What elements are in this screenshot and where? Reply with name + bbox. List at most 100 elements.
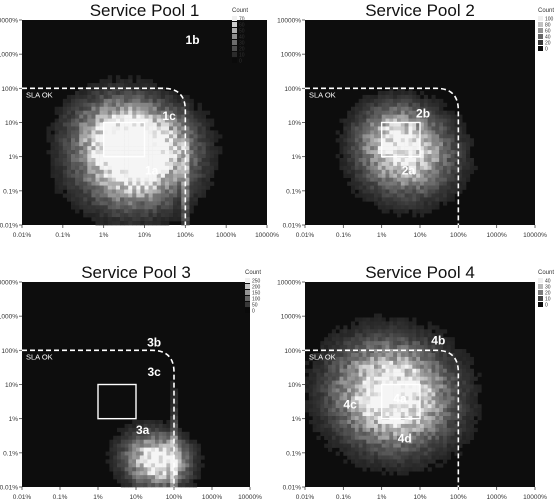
heatmap-cell: [400, 408, 405, 413]
heatmap-cell: [381, 352, 386, 358]
heatmap-cell: [347, 408, 352, 413]
heatmap-cell: [454, 126, 459, 131]
heatmap-cell: [177, 431, 182, 437]
heatmap-cell: [177, 110, 182, 115]
heatmap-cell: [316, 416, 321, 421]
highlight-box: [380, 383, 421, 420]
heatmap-cell: [115, 209, 121, 214]
heatmap-cell: [320, 372, 325, 377]
legend-swatch: [245, 278, 250, 283]
heatmap-cell: [205, 185, 211, 190]
heatmap-cell: [201, 130, 207, 135]
heatmap-cell: [339, 400, 344, 405]
heatmap-cell: [397, 380, 402, 385]
heatmap-cell: [103, 90, 109, 96]
heatmap-cell: [466, 408, 471, 413]
heatmap-cell: [381, 161, 386, 167]
heatmap-cell: [416, 459, 421, 464]
heatmap-cell: [347, 435, 352, 440]
heatmap-cell: [389, 396, 394, 401]
heatmap-cell: [458, 443, 463, 448]
heatmap-cell: [75, 197, 80, 202]
heatmap-cell: [443, 181, 448, 186]
heatmap-cell: [151, 471, 156, 476]
heatmap-cell: [423, 106, 428, 111]
heatmap-cell: [443, 447, 448, 452]
heatmap-cell: [381, 209, 386, 214]
heatmap-cell: [458, 439, 463, 444]
heatmap-cell: [420, 173, 425, 178]
heatmap-cell: [454, 384, 459, 389]
heatmap-cell: [331, 364, 336, 370]
heatmap-cell: [458, 380, 463, 385]
heatmap-cell: [435, 118, 440, 123]
heatmap-cell: [91, 189, 96, 194]
heatmap-cell: [462, 368, 467, 373]
x-tick-label: 0.1%: [336, 232, 351, 239]
heatmap-cell: [362, 185, 367, 190]
heatmap-cell: [140, 106, 145, 111]
heatmap-cell: [385, 98, 390, 104]
heatmap-cell: [155, 423, 160, 429]
heatmap-cell: [393, 431, 398, 437]
heatmap-cell: [412, 173, 417, 178]
heatmap-cell: [50, 173, 55, 178]
heatmap-cell: [416, 463, 421, 468]
heatmap-cell: [420, 376, 425, 381]
heatmap-cell: [431, 459, 436, 464]
heatmap-cell: [160, 177, 166, 182]
heatmap-cell: [95, 217, 100, 222]
heatmap-cell: [420, 372, 425, 377]
heatmap-cell: [335, 400, 340, 405]
heatmap-cell: [443, 439, 448, 444]
x-tick-label: 1%: [377, 494, 387, 500]
heatmap-cell: [71, 98, 76, 104]
heatmap-cell: [435, 352, 440, 358]
heatmap-cell: [435, 416, 440, 421]
heatmap-cell: [466, 360, 471, 366]
heatmap-cell: [140, 181, 145, 186]
heatmap-cell: [358, 102, 363, 108]
heatmap-cell: [193, 189, 198, 194]
heatmap-cell: [120, 110, 125, 115]
heatmap-cell: [197, 173, 202, 178]
heatmap-cell: [331, 435, 336, 440]
heatmap-cell: [397, 364, 402, 370]
heatmap-cell: [351, 134, 356, 139]
heatmap-cell: [404, 408, 409, 413]
heatmap-cell: [79, 130, 84, 135]
heatmap-cell: [443, 177, 448, 182]
heatmap-cell: [144, 217, 149, 222]
heatmap-cell: [143, 467, 148, 472]
heatmap-cell: [91, 87, 96, 92]
heatmap-cell: [196, 467, 201, 472]
heatmap-cell: [143, 439, 148, 444]
heatmap-cell: [181, 181, 186, 186]
heatmap-cell: [124, 455, 129, 460]
heatmap-cell: [75, 122, 80, 127]
heatmap-cell: [362, 408, 367, 413]
heatmap-cell: [335, 356, 340, 362]
heatmap-cell: [354, 150, 359, 155]
legend-label: 0: [252, 309, 255, 315]
heatmap-cell: [79, 122, 84, 127]
heatmap-cell: [385, 90, 390, 96]
heatmap-cell: [443, 404, 448, 409]
heatmap-cell: [328, 439, 333, 444]
heatmap-cell: [389, 325, 394, 330]
heatmap-cell: [75, 102, 80, 108]
heatmap-cell: [354, 443, 359, 448]
heatmap-cell: [431, 360, 436, 366]
heatmap-cell: [389, 142, 394, 147]
heatmap-cell: [185, 122, 190, 127]
heatmap-cell: [58, 126, 64, 131]
heatmap-cell: [404, 205, 409, 210]
heatmap-cell: [370, 317, 375, 322]
heatmap-cell: [374, 427, 379, 433]
heatmap-cell: [143, 455, 148, 460]
legend-swatch: [538, 278, 543, 283]
heatmap-cell: [435, 102, 440, 108]
heatmap-cell: [427, 201, 432, 206]
heatmap-cell: [160, 181, 166, 186]
heatmap-cell: [412, 213, 417, 218]
